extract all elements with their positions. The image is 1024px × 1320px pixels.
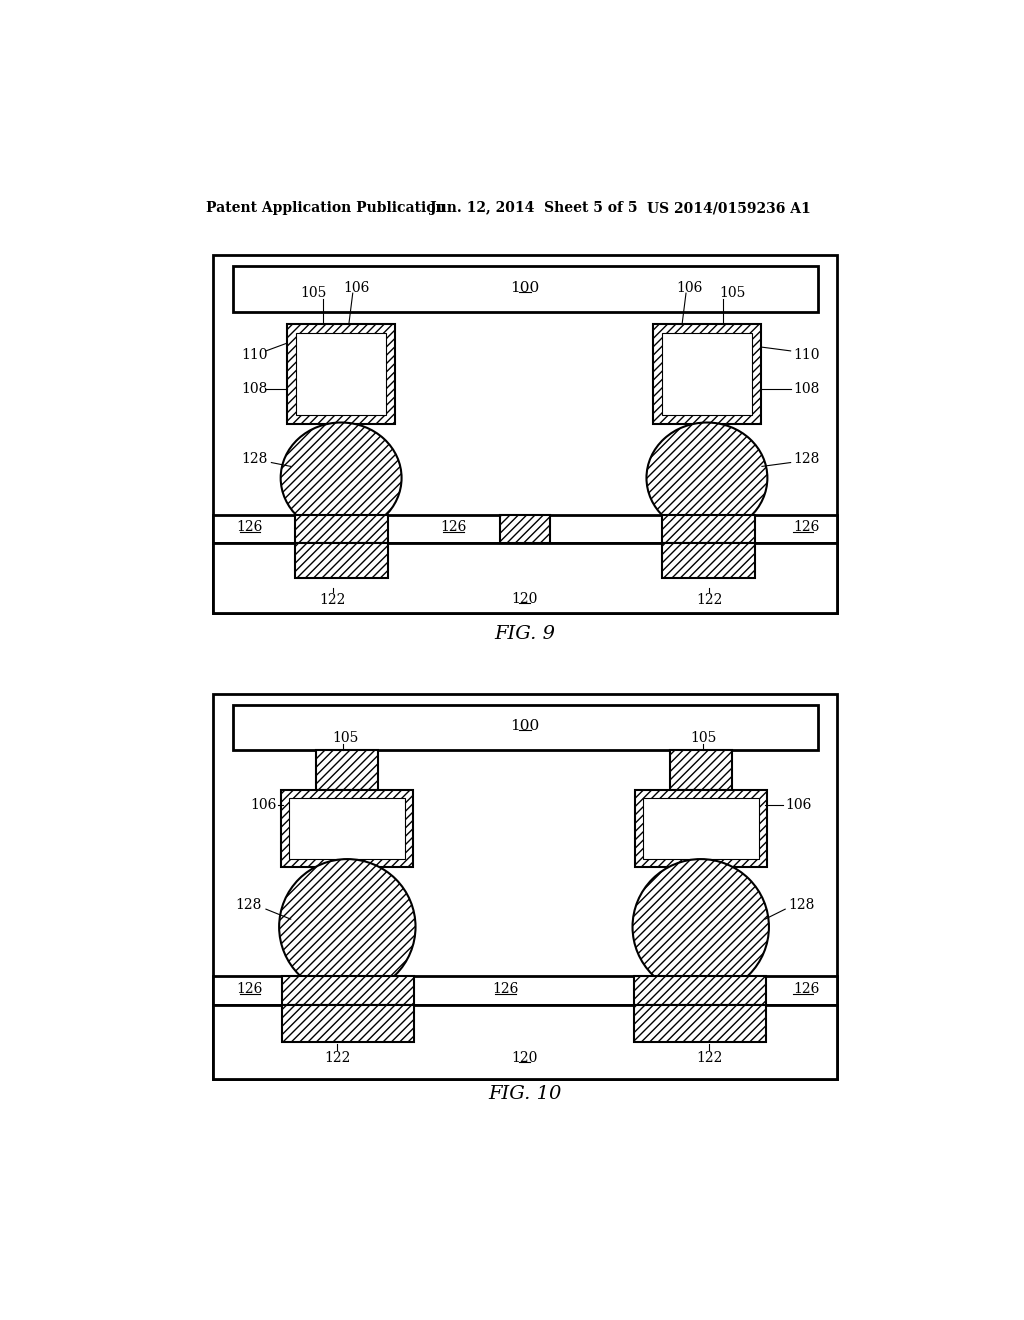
Polygon shape [500,515,550,544]
Polygon shape [662,333,752,414]
Polygon shape [295,515,388,544]
Polygon shape [282,789,414,867]
Text: 106: 106 [251,799,276,812]
Text: Jun. 12, 2014  Sheet 5 of 5: Jun. 12, 2014 Sheet 5 of 5 [430,202,638,215]
Text: 105: 105 [332,731,358,746]
Ellipse shape [646,422,767,533]
Polygon shape [634,977,766,1006]
Text: 105: 105 [719,286,745,300]
Text: 110: 110 [241,347,267,362]
Polygon shape [316,750,378,789]
Polygon shape [289,797,406,859]
Polygon shape [213,977,838,1006]
Ellipse shape [280,859,416,995]
Text: 126: 126 [440,520,467,535]
Text: 126: 126 [793,982,819,997]
Text: 126: 126 [493,982,518,997]
Polygon shape [213,544,838,612]
Text: 110: 110 [793,347,819,362]
Polygon shape [662,515,755,544]
Polygon shape [643,797,759,859]
Polygon shape [662,544,755,578]
Text: 126: 126 [237,520,263,535]
Polygon shape [652,323,761,424]
Ellipse shape [281,422,401,533]
Polygon shape [213,1006,838,1078]
Text: 105: 105 [301,286,328,300]
Polygon shape [283,1006,414,1043]
Text: 122: 122 [696,1051,723,1065]
Text: Patent Application Publication: Patent Application Publication [206,202,445,215]
Text: 120: 120 [512,1051,538,1065]
Text: 100: 100 [510,719,540,733]
Text: 126: 126 [793,520,819,535]
Polygon shape [670,750,732,789]
Text: 100: 100 [510,281,540,294]
Text: 106: 106 [677,281,703,294]
Polygon shape [295,544,388,578]
Text: 122: 122 [324,1051,350,1065]
Text: 108: 108 [793,383,819,396]
Text: US 2014/0159236 A1: US 2014/0159236 A1 [647,202,811,215]
Text: 128: 128 [788,899,815,912]
Polygon shape [287,323,395,424]
Text: 106: 106 [785,799,812,812]
Ellipse shape [633,859,769,995]
Polygon shape [232,705,818,750]
Polygon shape [634,1006,766,1043]
Polygon shape [283,977,414,1006]
Text: 128: 128 [234,899,261,912]
Polygon shape [213,515,838,544]
Text: FIG. 10: FIG. 10 [488,1085,561,1104]
Text: 106: 106 [343,281,370,294]
Text: 120: 120 [512,591,538,606]
Text: 128: 128 [241,451,267,466]
Text: 126: 126 [237,982,263,997]
Polygon shape [635,789,767,867]
Text: 128: 128 [793,451,819,466]
Text: 122: 122 [696,593,723,607]
Text: 105: 105 [690,731,716,746]
Polygon shape [232,267,818,313]
Text: FIG. 9: FIG. 9 [495,626,555,643]
Text: 108: 108 [241,383,267,396]
Text: 122: 122 [319,593,346,607]
Polygon shape [296,333,386,414]
